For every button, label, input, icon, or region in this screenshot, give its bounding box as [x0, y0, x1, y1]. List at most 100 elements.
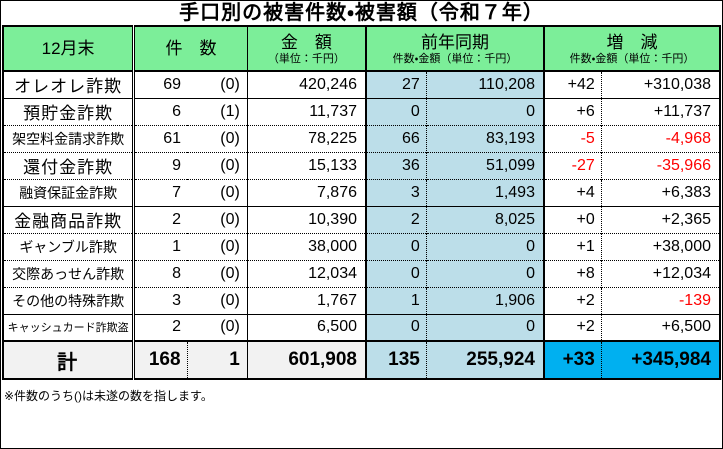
change-cases: +2: [543, 314, 602, 341]
prev-year-amount: 0: [426, 260, 545, 287]
col-header-amount-unit: （単位：千円）: [267, 52, 345, 65]
col-header-change-unit: 件数・金額（単位：千円）: [569, 52, 695, 65]
cases-count: 61: [163, 129, 182, 147]
table-row: ギャンブル詐欺 1 (0) 38,000 0 0 +1 +38,000: [3, 233, 720, 260]
attempted-count: (0): [187, 152, 248, 179]
prev-year-cases: 0: [366, 314, 427, 341]
attempted-count: (0): [187, 233, 248, 260]
row-label: ギャンブル詐欺: [3, 233, 136, 260]
attempted-count: (0): [187, 179, 248, 206]
change-cases: -5: [543, 125, 602, 152]
prev-year-amount: 8,025: [426, 206, 545, 233]
row-label: 還付金詐欺: [3, 152, 136, 179]
table-row: 還付金詐欺 9 (0) 15,133 36 51,099 -27 -35,966: [3, 152, 720, 179]
amount-value: 6,500: [247, 314, 367, 341]
attempted-count: (0): [187, 260, 248, 287]
cases-count: 3: [172, 291, 182, 309]
row-label: 預貯金詐欺: [3, 98, 136, 125]
table-row: 架空料金請求詐欺 61 (0) 78,225 66 83,193 -5 -4,9…: [3, 125, 720, 152]
change-cases: +2: [543, 287, 602, 314]
prev-year-cases: 1: [366, 287, 427, 314]
change-cases: -27: [543, 152, 602, 179]
amount-value: 38,000: [247, 233, 367, 260]
total-row: 計 168 1 601,908 135 255,924 +33 +345,984: [3, 341, 720, 379]
amount-value: 7,876: [247, 179, 367, 206]
table-row: その他の特殊詐欺 3 (0) 1,767 1 1,906 +2 -139: [3, 287, 720, 314]
total-change-amount: +345,984: [601, 341, 720, 379]
change-cases: +0: [543, 206, 602, 233]
amount-value: 10,390: [247, 206, 367, 233]
amount-value: 78,225: [247, 125, 367, 152]
prev-year-cases: 0: [366, 260, 427, 287]
fraud-statistics-table: 12月末 件 数 金 額 （単位：千円） 前年同期 件数・金額（単位：千円） 増…: [2, 25, 721, 380]
prev-year-cases: 3: [366, 179, 427, 206]
col-header-period-label: 12月末: [41, 39, 95, 58]
prev-year-cases: 0: [366, 233, 427, 260]
prev-year-cases: 27: [366, 71, 427, 98]
prev-year-amount: 110,208: [426, 71, 545, 98]
prev-year-cases: 2: [366, 206, 427, 233]
table-row: 金融商品詐欺 2 (0) 10,390 2 8,025 +0 +2,365: [3, 206, 720, 233]
change-cases: +6: [543, 98, 602, 125]
change-amount: +310,038: [643, 75, 711, 93]
cases-count: 1: [172, 237, 182, 255]
attempted-count: (0): [187, 125, 248, 152]
change-amount: +12,034: [652, 264, 711, 282]
row-label: その他の特殊詐欺: [3, 287, 136, 314]
prev-year-cases: 36: [366, 152, 427, 179]
prev-year-amount: 0: [426, 314, 545, 341]
col-header-prev-year-unit: 件数・金額（単位：千円）: [392, 52, 518, 65]
total-prev-year-amount: 255,924: [426, 341, 545, 379]
cases-count: 7: [172, 183, 182, 201]
col-header-period: 12月末: [3, 26, 136, 71]
cases-count: 6: [172, 102, 182, 120]
change-cases: +4: [543, 179, 602, 206]
table-header-row: 12月末 件 数 金 額 （単位：千円） 前年同期 件数・金額（単位：千円） 増…: [3, 26, 720, 71]
change-amount: +38,000: [652, 237, 711, 255]
attempted-count: (0): [187, 314, 248, 341]
prev-year-cases: 66: [366, 125, 427, 152]
change-cases: +8: [543, 260, 602, 287]
change-amount: +6,500: [661, 318, 711, 336]
change-amount: -35,966: [656, 156, 711, 174]
page-title: 手口別の被害件数・被害額（令和７年）: [179, 2, 544, 24]
change-cases: +42: [543, 71, 602, 98]
total-cases: 168: [133, 341, 188, 379]
prev-year-amount: 0: [426, 233, 545, 260]
amount-value: 12,034: [247, 260, 367, 287]
total-change-cases: +33: [543, 341, 602, 379]
prev-year-cases: 0: [366, 98, 427, 125]
total-prev-year-cases: 135: [366, 341, 427, 379]
change-amount: +2,365: [661, 210, 711, 228]
change-amount: +11,737: [653, 102, 711, 120]
footnote: ※件数のうち()は未遂の数を指します。: [4, 389, 213, 403]
change-amount: -4,968: [665, 129, 711, 147]
amount-value: 1,767: [247, 287, 367, 314]
col-header-amount-label: 金 額: [280, 32, 332, 52]
change-cases: +1: [543, 233, 602, 260]
cases-count: 9: [172, 156, 182, 174]
cases-count: 69: [163, 75, 182, 93]
table-row: オレオレ詐欺 69 (0) 420,246 27 110,208 +42 +31…: [3, 71, 720, 98]
attempted-count: (1): [187, 98, 248, 125]
attempted-count: (0): [187, 206, 248, 233]
col-header-cases-label: 件 数: [165, 39, 217, 58]
table-row: キャッシュカード詐欺盗 2 (0) 6,500 0 0 +2 +6,500: [3, 314, 720, 341]
row-label: 金融商品詐欺: [3, 206, 136, 233]
row-label: 融資保証金詐欺: [3, 179, 136, 206]
prev-year-amount: 83,193: [426, 125, 545, 152]
cases-count: 2: [172, 318, 182, 336]
prev-year-amount: 0: [426, 98, 545, 125]
prev-year-amount: 51,099: [426, 152, 545, 179]
amount-value: 15,133: [247, 152, 367, 179]
col-header-change-label: 増 減: [606, 32, 658, 52]
cases-count: 2: [172, 210, 182, 228]
amount-value: 11,737: [247, 98, 367, 125]
prev-year-amount: 1,906: [426, 287, 545, 314]
table-row: 預貯金詐欺 6 (1) 11,737 0 0 +6 +11,737: [3, 98, 720, 125]
table-row: 交際あっせん詐欺 8 (0) 12,034 0 0 +8 +12,034: [3, 260, 720, 287]
row-label: キャッシュカード詐欺盗: [3, 314, 136, 341]
col-header-change: 増 減 件数・金額（単位：千円）: [543, 26, 720, 71]
row-label: 架空料金請求詐欺: [3, 125, 136, 152]
